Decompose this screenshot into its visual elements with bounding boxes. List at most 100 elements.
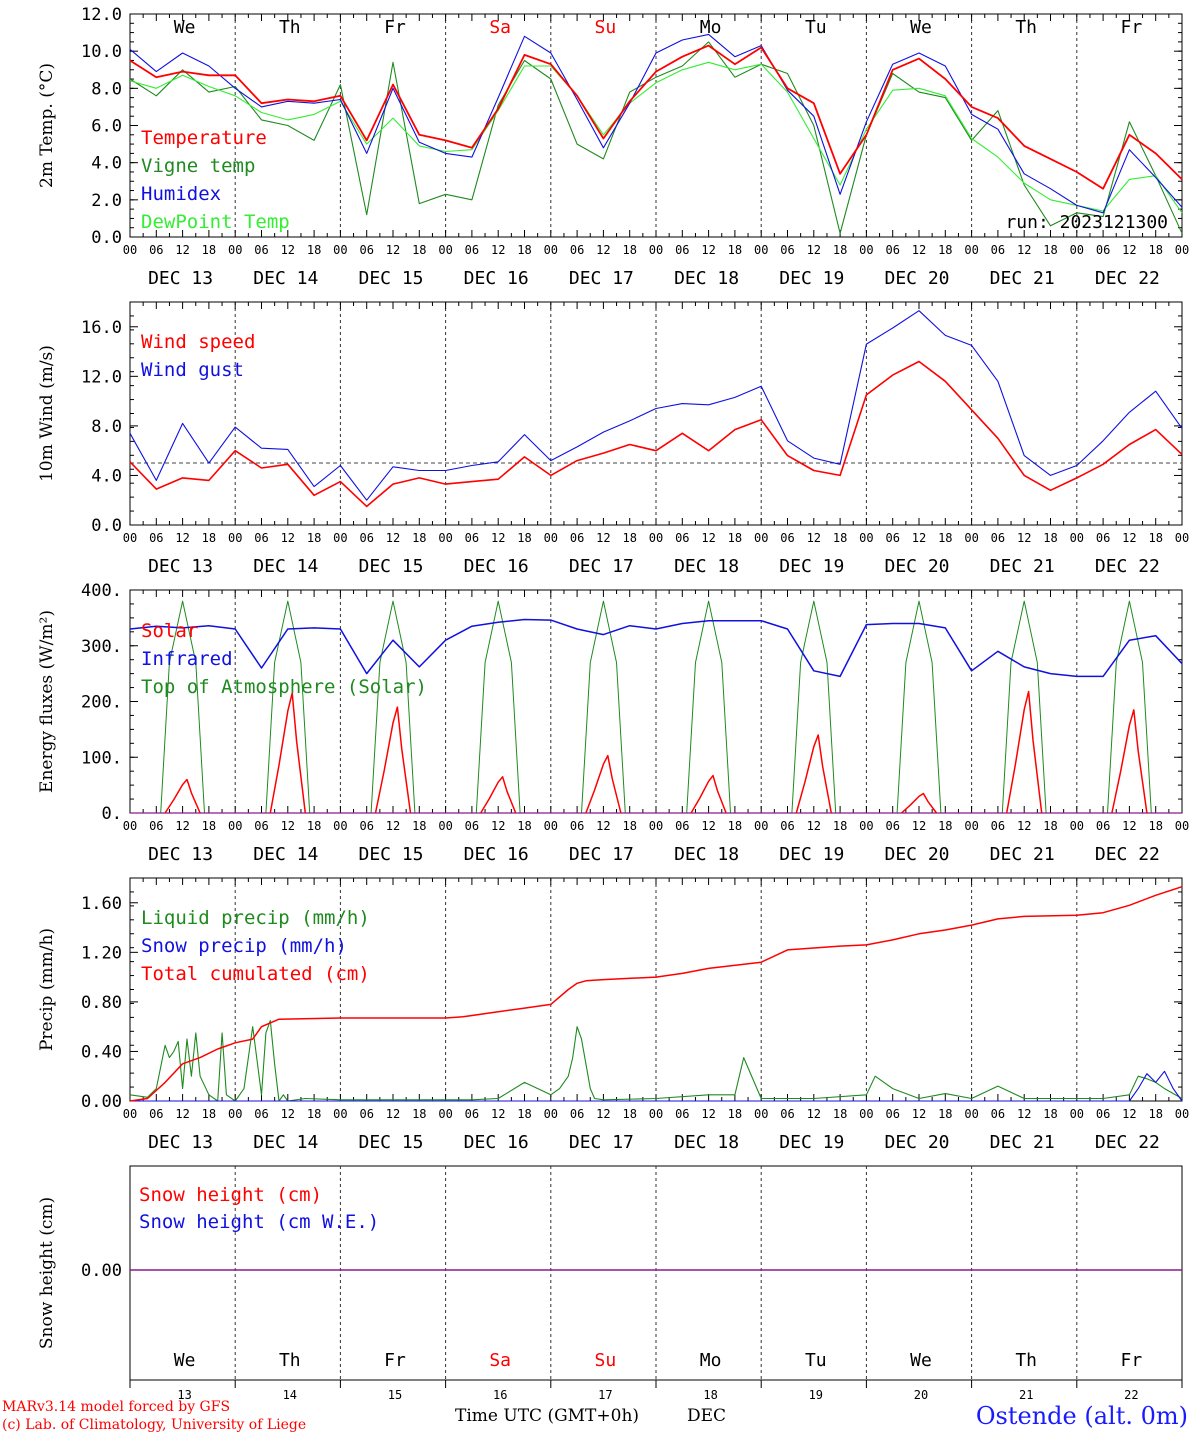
hour-label: 12: [1017, 819, 1031, 833]
legend-dewpoint-temp: DewPoint Temp: [141, 211, 290, 233]
hour-label: 06: [780, 819, 794, 833]
date-label: DEC 22: [1095, 268, 1160, 289]
day-header: Fr: [1121, 17, 1143, 38]
hour-label: 00: [649, 819, 663, 833]
wind-y-tick-label: 8.0: [91, 417, 122, 437]
station-name: Ostende (alt. 0m): [975, 1402, 1188, 1430]
hour-label: 06: [780, 243, 794, 257]
hour-label: 18: [1148, 1107, 1162, 1121]
hour-label: 00: [1070, 819, 1084, 833]
hour-label: 06: [885, 1107, 899, 1121]
hour-label: 00: [438, 243, 452, 257]
hour-label: 18: [833, 819, 847, 833]
day-number: 22: [1124, 1388, 1138, 1402]
hour-label: 06: [149, 1107, 163, 1121]
hour-label: 06: [1096, 1107, 1110, 1121]
hour-label: 00: [333, 819, 347, 833]
legend-snow-precip-mm-h: Snow precip (mm/h): [141, 935, 347, 957]
hour-label: 06: [254, 819, 268, 833]
run-label: run: 2023121300: [1005, 212, 1168, 233]
temp-y-tick-label: 8.0: [91, 79, 122, 99]
hour-label: 18: [728, 819, 742, 833]
date-label: DEC 18: [674, 268, 739, 289]
date-label: DEC 15: [358, 268, 423, 289]
hour-label: 06: [1096, 243, 1110, 257]
hour-label: 00: [333, 1107, 347, 1121]
date-label: DEC 20: [884, 556, 949, 577]
hour-label: 18: [622, 531, 636, 545]
hour-label: 06: [675, 243, 689, 257]
legend-snow-height-cm-w-e: Snow height (cm W.E.): [139, 1211, 379, 1233]
hour-label: 12: [491, 531, 505, 545]
hour-label: 12: [386, 243, 400, 257]
hour-label: 06: [570, 819, 584, 833]
toa-solar-bump: [370, 600, 416, 814]
hour-label: 18: [412, 819, 426, 833]
hour-label: 18: [202, 243, 216, 257]
hour-label: 18: [202, 819, 216, 833]
temp-y-tick-label: 6.0: [91, 117, 122, 137]
hour-label: 18: [412, 243, 426, 257]
legend-humidex: Humidex: [141, 183, 221, 205]
hour-label: 18: [517, 1107, 531, 1121]
date-label: DEC 13: [148, 844, 213, 865]
hour-label: 18: [307, 1107, 321, 1121]
toa-solar-bump: [896, 600, 942, 814]
hour-label: 18: [517, 243, 531, 257]
x-axis-title: Time UTC (GMT+0h): [455, 1406, 640, 1426]
hour-label: 06: [465, 1107, 479, 1121]
y-axis-label: 10m Wind (m/s): [37, 345, 57, 482]
y-axis-label: 2m Temp. (°C): [37, 63, 57, 188]
legend-vigne-temp: Vigne temp: [141, 155, 255, 177]
hour-label: 06: [675, 531, 689, 545]
hour-label: 00: [1175, 819, 1189, 833]
day-header: Sa: [489, 17, 511, 38]
hour-label: 06: [254, 243, 268, 257]
date-label: DEC 19: [779, 556, 844, 577]
hour-label: 00: [123, 531, 137, 545]
hour-label: 00: [649, 1107, 663, 1121]
hour-label: 18: [1043, 531, 1057, 545]
date-label: DEC 19: [779, 844, 844, 865]
hour-label: 00: [859, 243, 873, 257]
credit-line-2: (c) Lab. of Climatology, University of L…: [2, 1417, 307, 1433]
date-label: DEC 14: [253, 1132, 318, 1153]
hour-label: 06: [780, 1107, 794, 1121]
date-label: DEC 15: [358, 1132, 423, 1153]
hour-label: 12: [491, 243, 505, 257]
legend-snow-height-cm: Snow height (cm): [139, 1184, 322, 1206]
hour-label: 06: [885, 243, 899, 257]
series-total-cumulated: [129, 885, 1183, 1102]
solar-daily-curve: [795, 734, 833, 814]
solar-daily-curve: [1111, 709, 1148, 814]
toa-solar-bump: [1107, 600, 1152, 814]
hour-label: 12: [807, 243, 821, 257]
legend-total-cumulated-cm: Total cumulated (cm): [141, 963, 370, 985]
toa-solar-bump: [1001, 600, 1047, 814]
hour-label: 18: [622, 243, 636, 257]
hour-label: 18: [517, 531, 531, 545]
hour-label: 18: [938, 243, 952, 257]
day-header: We: [910, 17, 932, 38]
day-number: 20: [914, 1388, 928, 1402]
hour-label: 06: [149, 243, 163, 257]
hour-label: 12: [912, 531, 926, 545]
hour-label: 06: [1096, 819, 1110, 833]
hour-label: 00: [754, 243, 768, 257]
legend-wind-gust: Wind gust: [141, 359, 244, 381]
y-axis-label: Energy fluxes (W/m²): [37, 610, 57, 793]
legend-top-of-atmosphere-solar: Top of Atmosphere (Solar): [141, 676, 427, 698]
hour-label: 00: [123, 819, 137, 833]
solar-daily-curve: [900, 792, 938, 814]
wind-y-tick-label: 12.0: [81, 367, 122, 387]
hour-label: 18: [622, 819, 636, 833]
hour-label: 06: [359, 819, 373, 833]
hour-label: 12: [807, 531, 821, 545]
legend-infrared: Infrared: [141, 648, 233, 670]
day-number: 18: [703, 1388, 717, 1402]
toa-solar-bump: [791, 600, 837, 814]
hour-label: 12: [701, 819, 715, 833]
solar-daily-curve: [690, 774, 727, 814]
temp-y-tick-label: 10.0: [81, 42, 122, 62]
hour-label: 12: [175, 531, 189, 545]
